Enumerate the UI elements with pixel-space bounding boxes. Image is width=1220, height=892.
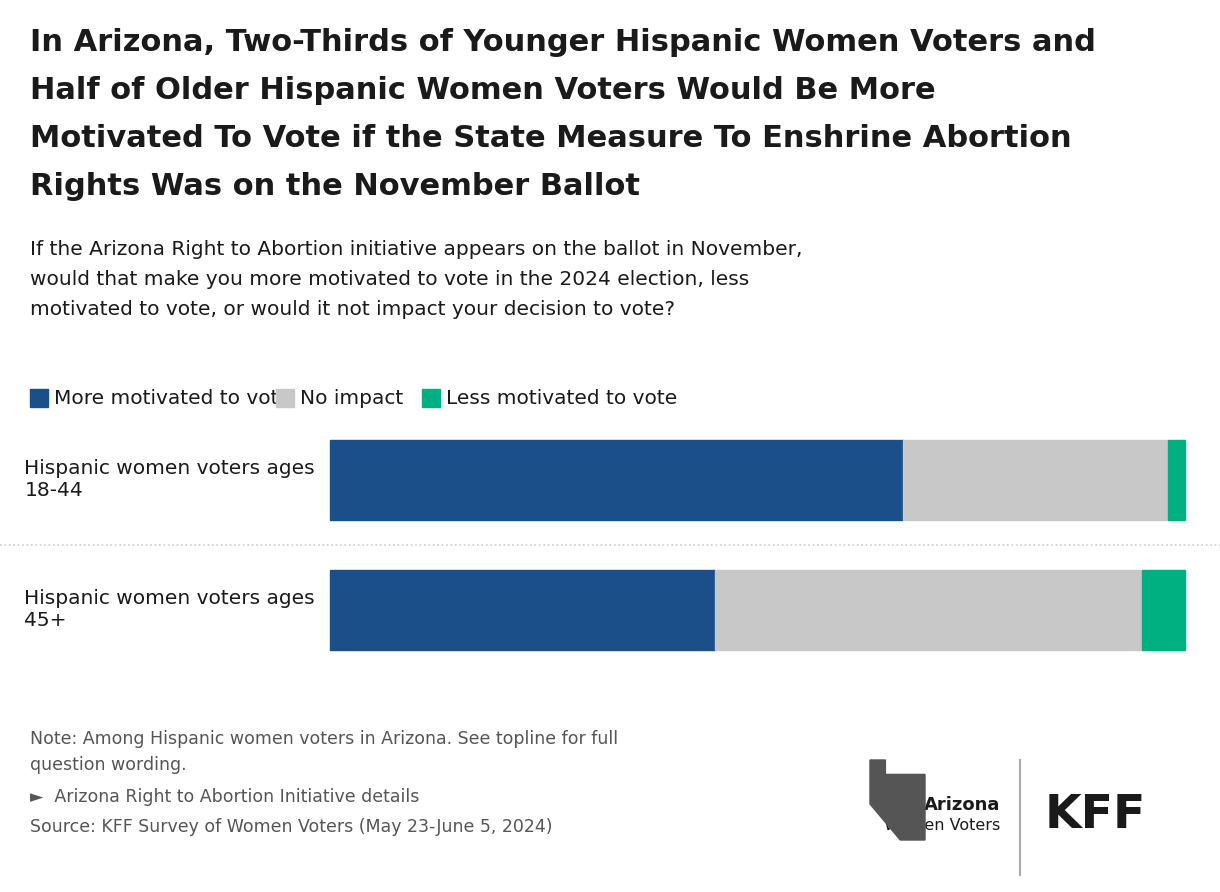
Bar bbox=[329, 440, 903, 520]
Text: Women Voters: Women Voters bbox=[883, 817, 1000, 832]
Bar bbox=[276, 389, 294, 407]
Text: Hispanic women voters ages
45+: Hispanic women voters ages 45+ bbox=[24, 590, 315, 631]
Text: Hispanic women voters ages
18-44: Hispanic women voters ages 18-44 bbox=[24, 459, 315, 500]
Bar bbox=[1142, 570, 1185, 650]
Bar bbox=[715, 570, 1142, 650]
Text: KFF: KFF bbox=[1046, 792, 1147, 838]
Text: Arizona: Arizona bbox=[924, 796, 1000, 814]
Text: 31%: 31% bbox=[996, 470, 1049, 490]
Text: 50%: 50% bbox=[865, 600, 917, 620]
Bar bbox=[329, 570, 715, 650]
Text: No impact: No impact bbox=[300, 390, 404, 409]
Text: 67%: 67% bbox=[531, 470, 584, 490]
Text: Less motivated to vote: Less motivated to vote bbox=[447, 390, 677, 409]
Bar bbox=[903, 440, 1168, 520]
Text: Source: KFF Survey of Women Voters (May 23-June 5, 2024): Source: KFF Survey of Women Voters (May … bbox=[30, 818, 553, 836]
Text: ►  Arizona Right to Abortion Initiative details: ► Arizona Right to Abortion Initiative d… bbox=[30, 788, 420, 806]
Text: Half of Older Hispanic Women Voters Would Be More: Half of Older Hispanic Women Voters Woul… bbox=[30, 76, 936, 105]
Text: Rights Was on the November Ballot: Rights Was on the November Ballot bbox=[30, 172, 640, 201]
Bar bbox=[30, 389, 48, 407]
Text: Motivated To Vote if the State Measure To Enshrine Abortion: Motivated To Vote if the State Measure T… bbox=[30, 124, 1071, 153]
Text: More motivated to vote: More motivated to vote bbox=[54, 390, 292, 409]
Bar bbox=[422, 389, 440, 407]
Polygon shape bbox=[870, 760, 925, 840]
Text: 45%: 45% bbox=[465, 600, 517, 620]
Text: Note: Among Hispanic women voters in Arizona. See topline for full
question word: Note: Among Hispanic women voters in Ari… bbox=[30, 730, 619, 774]
Text: motivated to vote, or would it not impact your decision to vote?: motivated to vote, or would it not impac… bbox=[30, 300, 675, 319]
Bar bbox=[1168, 440, 1185, 520]
Text: In Arizona, Two-Thirds of Younger Hispanic Women Voters and: In Arizona, Two-Thirds of Younger Hispan… bbox=[30, 28, 1096, 57]
Text: If the Arizona Right to Abortion initiative appears on the ballot in November,: If the Arizona Right to Abortion initiat… bbox=[30, 240, 803, 259]
Text: would that make you more motivated to vote in the 2024 election, less: would that make you more motivated to vo… bbox=[30, 270, 749, 289]
